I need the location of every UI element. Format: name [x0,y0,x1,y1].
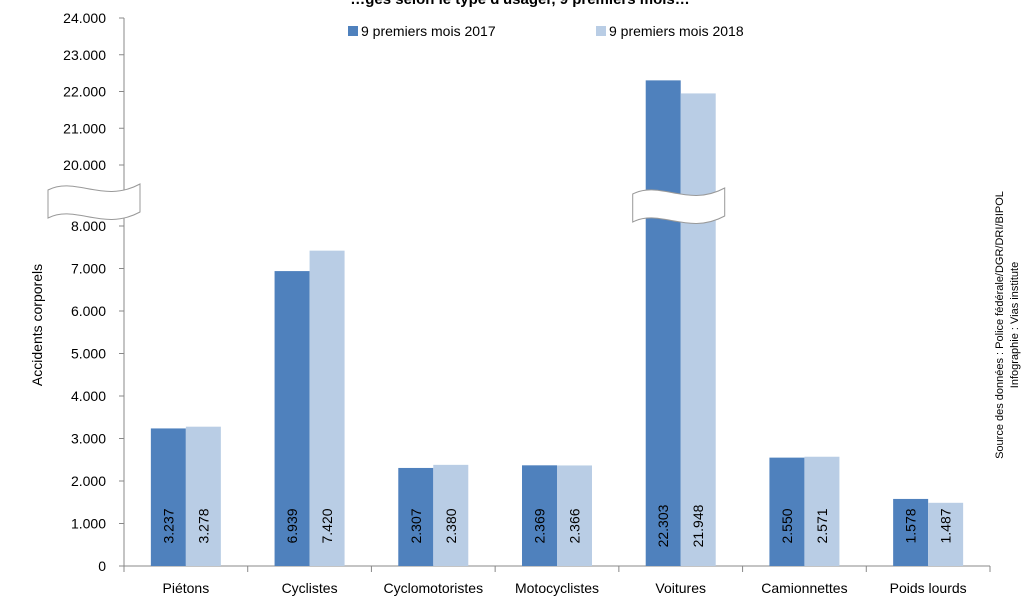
y-tick-label: 7.000 [71,261,106,277]
y-axis-label: Accidents corporels [29,264,45,386]
legend-swatch [348,26,358,36]
bars [150,80,964,567]
data-label: 3.278 [195,508,211,543]
source-line-2: Infographie : Vias institute [1009,262,1021,388]
bar [274,271,310,566]
y-tick-label: 2.000 [71,473,106,489]
data-label: 22.303 [655,504,671,547]
category-label: Cyclistes [282,580,338,596]
bar [928,502,964,566]
chart-title: …gés selon le type d'usager, 9 premiers … [350,0,690,8]
y-tick-label: 22.000 [63,84,106,100]
data-label: 21.948 [690,504,706,547]
y-tick-label: 20.000 [63,157,106,173]
axis-break [632,187,726,224]
bar [557,465,592,566]
axis-breaks [47,183,726,224]
legend: 9 premiers mois 2017 9 premiers mois 2018 [348,23,744,39]
data-label: 2.369 [532,508,548,543]
y-tick-label: 3.000 [71,431,106,447]
category-label: Piétons [163,580,210,596]
category-label: Voitures [655,580,706,596]
bar [309,250,345,566]
bar [522,465,557,566]
labels: 3.237 3.278 Piétons 6.939 7.420 Cyclistes 2.30… [160,504,966,596]
legend-label: 9 premiers mois 2018 [609,23,744,39]
data-label: 2.366 [567,508,583,543]
y-tick-label: 6.000 [71,303,106,319]
y-tick-label: 5.000 [71,346,106,362]
data-label: 2.571 [814,508,830,543]
legend-swatch [596,26,606,36]
legend-label: 9 premiers mois 2017 [361,23,496,39]
bar [769,457,805,566]
bar [645,80,681,567]
category-label: Motocyclistes [515,580,599,596]
source-line-1: Source des données : Police fédérale/DGR… [994,191,1006,459]
y-tick-label: 21.000 [63,120,106,136]
data-label: 1.487 [938,508,954,543]
category-label: Cyclomotoristes [383,580,483,596]
bar [150,428,186,566]
y-tick-label: 23.000 [63,47,106,63]
data-label: 2.550 [779,508,795,543]
data-label: 6.939 [284,508,300,543]
bar [804,456,840,566]
y-tick-label: 8.000 [71,218,106,234]
bar [185,426,221,566]
data-label: 1.578 [903,508,919,543]
data-label: 2.307 [408,508,424,543]
data-label: 2.380 [443,508,459,543]
bar [893,498,929,566]
axes: 0 1.000 2.000 3.000 4.000 5.000 6.000 7.000 8.00… [63,10,991,574]
y-tick-label: 4.000 [71,388,106,404]
y-tick-label: 0 [98,558,106,574]
category-label: Camionnettes [761,580,847,596]
data-label: 7.420 [319,508,335,543]
y-tick-label: 1.000 [71,516,106,532]
category-label: Poids lourds [890,580,967,596]
bar [398,467,434,566]
bar [680,93,716,566]
y-tick-label: 24.000 [63,10,106,26]
data-label: 3.237 [160,508,176,543]
axis-break [47,183,141,220]
bar [433,464,469,566]
